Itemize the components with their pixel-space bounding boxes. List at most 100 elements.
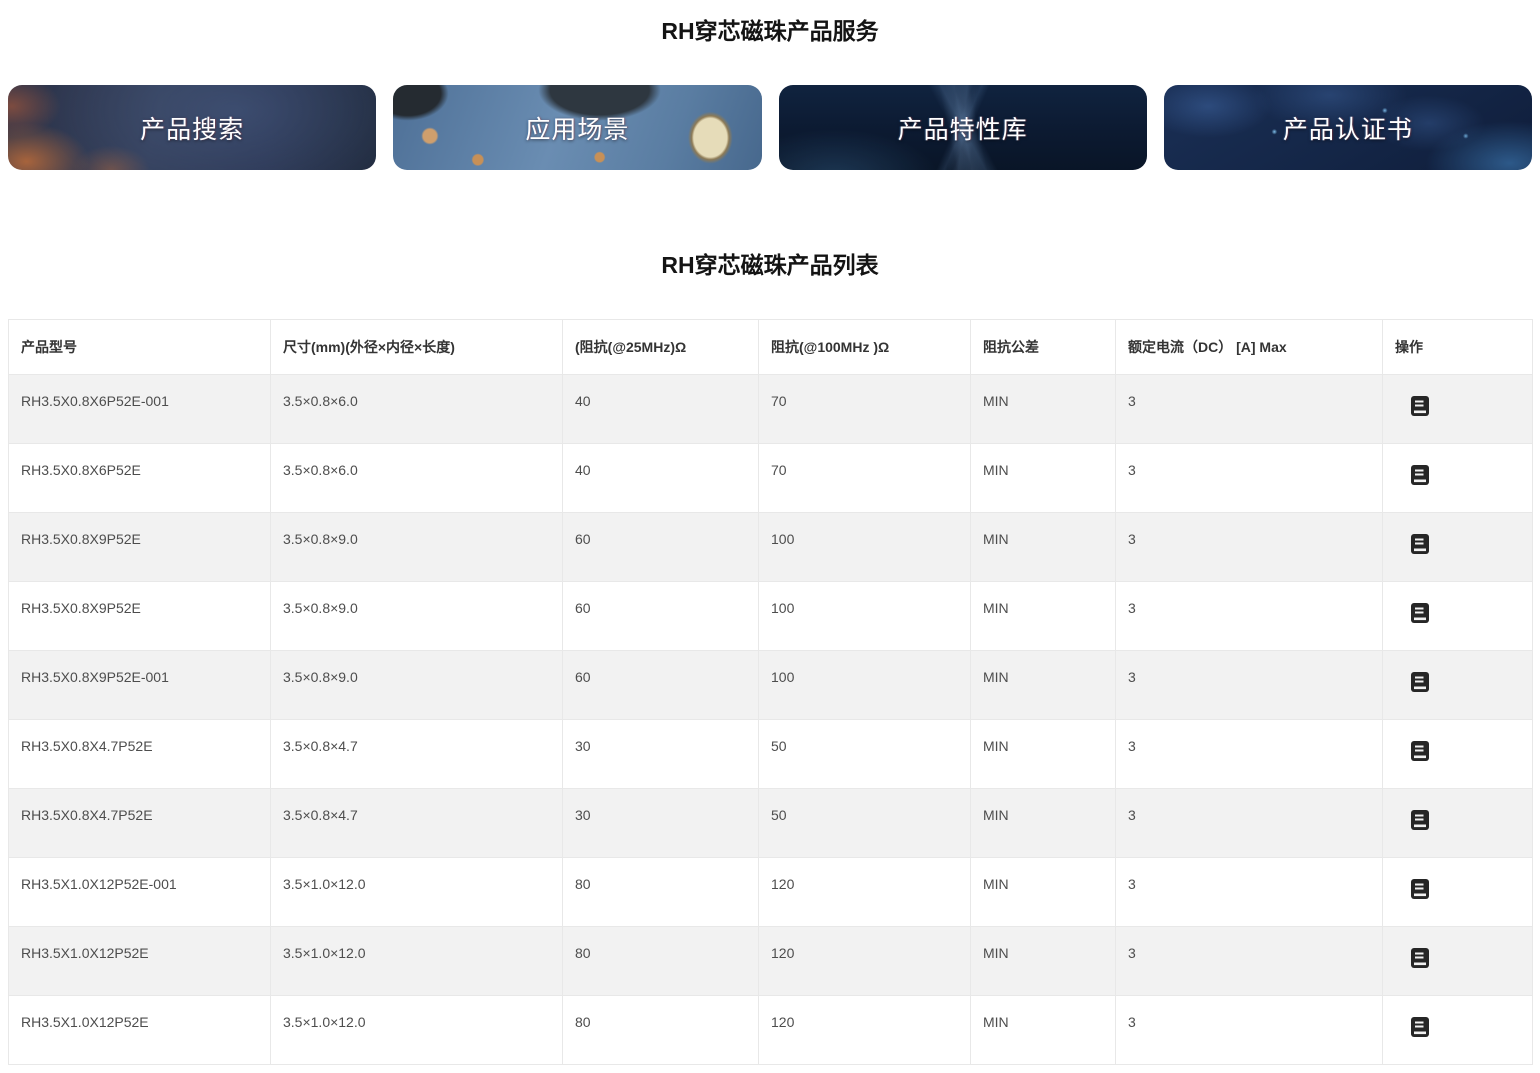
cell-size: 3.5×1.0×12.0	[270, 857, 563, 927]
cell-size: 3.5×1.0×12.0	[270, 926, 563, 996]
cell-action	[1382, 995, 1533, 1065]
cell-action	[1382, 857, 1533, 927]
col-header-model: 产品型号	[8, 319, 271, 375]
cell-size: 3.5×0.8×9.0	[270, 581, 563, 651]
cell-impedance-100mhz: 120	[758, 857, 971, 927]
document-icon[interactable]	[1411, 396, 1429, 416]
table-row: RH3.5X0.8X9P52E 3.5×0.8×9.0 60 100 MIN 3	[8, 512, 1533, 582]
cell-impedance-25mhz: 40	[562, 374, 759, 444]
cell-tolerance: MIN	[970, 650, 1116, 720]
cell-rated-current: 3	[1115, 719, 1383, 789]
cell-impedance-100mhz: 100	[758, 512, 971, 582]
cell-action	[1382, 581, 1533, 651]
banner-nav: 产品搜索 应用场景 产品特性库 产品认证书	[8, 85, 1532, 170]
cell-model: RH3.5X0.8X4.7P52E	[8, 788, 271, 858]
cell-impedance-25mhz: 60	[562, 650, 759, 720]
banner-certificates-label: 产品认证书	[1282, 115, 1413, 144]
cell-model: RH3.5X0.8X6P52E	[8, 443, 271, 513]
cell-model: RH3.5X0.8X4.7P52E	[8, 719, 271, 789]
cell-impedance-25mhz: 60	[562, 581, 759, 651]
cell-impedance-100mhz: 70	[758, 374, 971, 444]
cell-size: 3.5×0.8×6.0	[270, 374, 563, 444]
col-header-size: 尺寸(mm)(外径×内径×长度)	[270, 319, 563, 375]
table-header-row: 产品型号 尺寸(mm)(外径×内径×长度) (阻抗(@25MHz)Ω 阻抗(@1…	[8, 319, 1533, 375]
table-row: RH3.5X0.8X9P52E-001 3.5×0.8×9.0 60 100 M…	[8, 650, 1533, 720]
cell-rated-current: 3	[1115, 857, 1383, 927]
cell-action	[1382, 719, 1533, 789]
cell-model: RH3.5X1.0X12P52E	[8, 926, 271, 996]
cell-impedance-100mhz: 50	[758, 719, 971, 789]
cell-impedance-100mhz: 70	[758, 443, 971, 513]
product-table: 产品型号 尺寸(mm)(外径×内径×长度) (阻抗(@25MHz)Ω 阻抗(@1…	[8, 319, 1533, 1065]
cell-model: RH3.5X1.0X12P52E-001	[8, 857, 271, 927]
banner-application-scenes[interactable]: 应用场景	[393, 85, 762, 170]
table-row: RH3.5X0.8X4.7P52E 3.5×0.8×4.7 30 50 MIN …	[8, 719, 1533, 789]
cell-impedance-100mhz: 50	[758, 788, 971, 858]
col-header-impedance-25mhz: (阻抗(@25MHz)Ω	[562, 319, 759, 375]
col-header-action: 操作	[1382, 319, 1533, 375]
col-header-tolerance: 阻抗公差	[970, 319, 1116, 375]
banner-feature-library[interactable]: 产品特性库	[778, 85, 1147, 170]
cell-rated-current: 3	[1115, 443, 1383, 513]
cell-model: RH3.5X1.0X12P52E	[8, 995, 271, 1065]
cell-tolerance: MIN	[970, 512, 1116, 582]
cell-rated-current: 3	[1115, 995, 1383, 1065]
cell-impedance-25mhz: 30	[562, 788, 759, 858]
table-row: RH3.5X0.8X9P52E 3.5×0.8×9.0 60 100 MIN 3	[8, 581, 1533, 651]
cell-tolerance: MIN	[970, 443, 1116, 513]
cell-tolerance: MIN	[970, 857, 1116, 927]
document-icon[interactable]	[1411, 534, 1429, 554]
banner-product-search[interactable]: 产品搜索	[8, 85, 377, 170]
document-icon[interactable]	[1411, 1017, 1429, 1037]
cell-impedance-25mhz: 80	[562, 926, 759, 996]
document-icon[interactable]	[1411, 810, 1429, 830]
cell-tolerance: MIN	[970, 926, 1116, 996]
col-header-impedance-100mhz: 阻抗(@100MHz )Ω	[758, 319, 971, 375]
cell-tolerance: MIN	[970, 374, 1116, 444]
banner-feature-library-label: 产品特性库	[897, 115, 1028, 144]
cell-size: 3.5×0.8×9.0	[270, 650, 563, 720]
cell-impedance-100mhz: 120	[758, 926, 971, 996]
cell-size: 3.5×0.8×6.0	[270, 443, 563, 513]
cell-impedance-25mhz: 30	[562, 719, 759, 789]
cell-impedance-100mhz: 100	[758, 650, 971, 720]
cell-impedance-100mhz: 100	[758, 581, 971, 651]
table-row: RH3.5X1.0X12P52E 3.5×1.0×12.0 80 120 MIN…	[8, 926, 1533, 996]
cell-rated-current: 3	[1115, 374, 1383, 444]
product-table-body: RH3.5X0.8X6P52E-001 3.5×0.8×6.0 40 70 MI…	[8, 374, 1533, 1065]
cell-rated-current: 3	[1115, 788, 1383, 858]
banner-certificates[interactable]: 产品认证书	[1163, 85, 1532, 170]
cell-action	[1382, 926, 1533, 996]
cell-impedance-25mhz: 80	[562, 995, 759, 1065]
document-icon[interactable]	[1411, 603, 1429, 623]
table-row: RH3.5X0.8X6P52E 3.5×0.8×6.0 40 70 MIN 3	[8, 443, 1533, 513]
table-row: RH3.5X1.0X12P52E 3.5×1.0×12.0 80 120 MIN…	[8, 995, 1533, 1065]
document-icon[interactable]	[1411, 879, 1429, 899]
cell-rated-current: 3	[1115, 512, 1383, 582]
table-row: RH3.5X0.8X4.7P52E 3.5×0.8×4.7 30 50 MIN …	[8, 788, 1533, 858]
cell-action	[1382, 374, 1533, 444]
cell-impedance-25mhz: 80	[562, 857, 759, 927]
cell-model: RH3.5X0.8X9P52E	[8, 581, 271, 651]
table-row: RH3.5X0.8X6P52E-001 3.5×0.8×6.0 40 70 MI…	[8, 374, 1533, 444]
cell-tolerance: MIN	[970, 788, 1116, 858]
cell-size: 3.5×0.8×9.0	[270, 512, 563, 582]
banner-product-search-label: 产品搜索	[140, 115, 245, 144]
services-title: RH穿芯磁珠产品服务	[661, 18, 879, 44]
cell-action	[1382, 443, 1533, 513]
cell-action	[1382, 788, 1533, 858]
document-icon[interactable]	[1411, 741, 1429, 761]
cell-model: RH3.5X0.8X9P52E-001	[8, 650, 271, 720]
cell-impedance-100mhz: 120	[758, 995, 971, 1065]
cell-impedance-25mhz: 40	[562, 443, 759, 513]
cell-action	[1382, 512, 1533, 582]
cell-rated-current: 3	[1115, 650, 1383, 720]
document-icon[interactable]	[1411, 465, 1429, 485]
cell-rated-current: 3	[1115, 581, 1383, 651]
cell-rated-current: 3	[1115, 926, 1383, 996]
document-icon[interactable]	[1411, 672, 1429, 692]
cell-size: 3.5×0.8×4.7	[270, 788, 563, 858]
document-icon[interactable]	[1411, 948, 1429, 968]
list-title: RH穿芯磁珠产品列表	[661, 252, 879, 278]
